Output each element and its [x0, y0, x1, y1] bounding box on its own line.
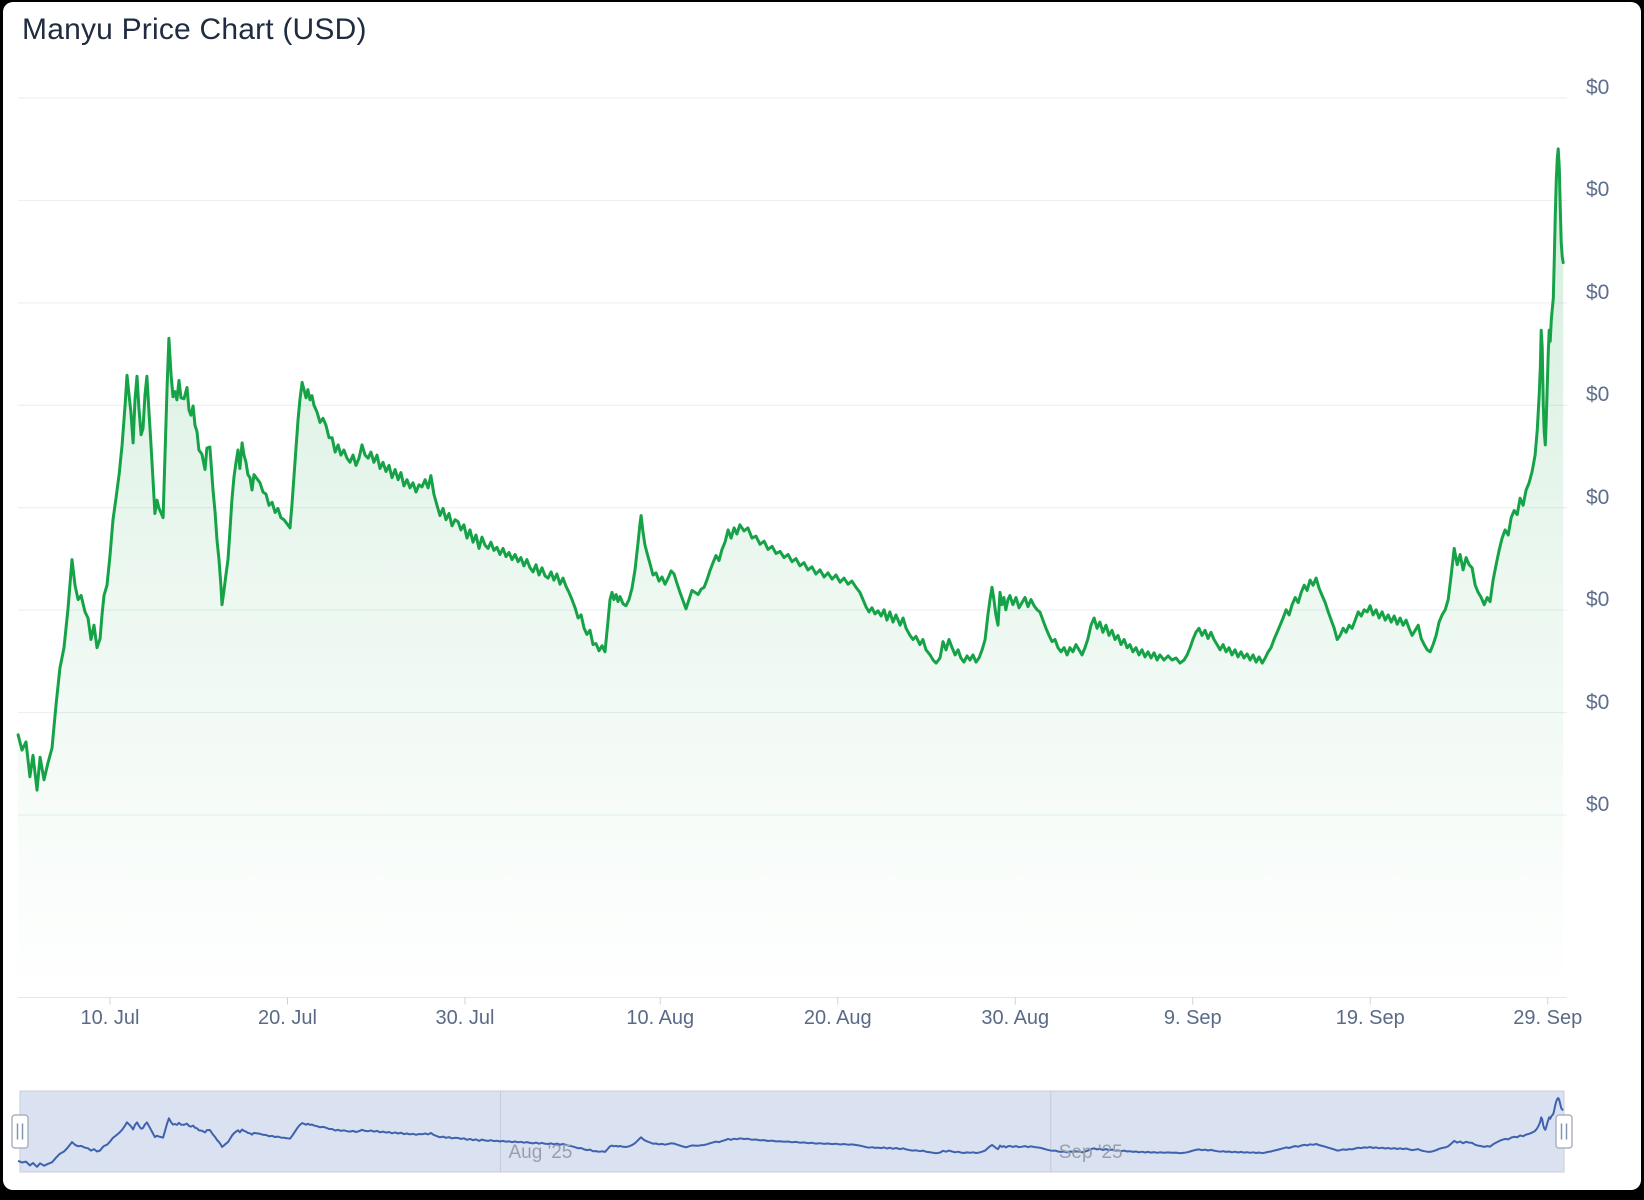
price-line [16, 147, 1565, 792]
y-axis-label: $0 [1586, 588, 1610, 612]
navigator-left-handle[interactable] [11, 1114, 29, 1149]
y-axis-label: $0 [1586, 178, 1610, 202]
y-axis-label: $0 [1586, 280, 1610, 304]
navigator-right-handle[interactable] [1555, 1114, 1573, 1149]
x-axis-label: 19. Sep [1335, 1007, 1405, 1029]
x-axis-label: 20. Jul [258, 1007, 317, 1029]
navigator-month-label: Aug '25 [508, 1142, 573, 1163]
y-axis-label: $0 [1586, 485, 1610, 509]
price-area-fill [18, 148, 1564, 997]
y-axis-label: $0 [1586, 383, 1610, 407]
y-axis-label: $0 [1586, 690, 1610, 714]
x-axis-label: 29. Sep [1513, 1007, 1583, 1029]
x-axis-label: 20. Aug [803, 1007, 872, 1029]
x-axis-label: 30. Jul [435, 1007, 495, 1029]
navigator-track[interactable] [19, 1090, 1565, 1173]
navigator-series-line [17, 1097, 1564, 1168]
chart-title: Manyu Price Chart (USD) [22, 13, 367, 46]
x-axis-label: 9. Sep [1163, 1007, 1222, 1029]
navigator-month-label: Sep '25 [1058, 1142, 1123, 1163]
y-axis-label: $0 [1586, 76, 1610, 99]
y-axis-label: $0 [1586, 793, 1610, 816]
x-axis-label: 30. Aug [981, 1007, 1050, 1029]
x-axis-label: 10. Jul [80, 1007, 140, 1029]
x-axis-label: 10. Aug [626, 1007, 695, 1029]
